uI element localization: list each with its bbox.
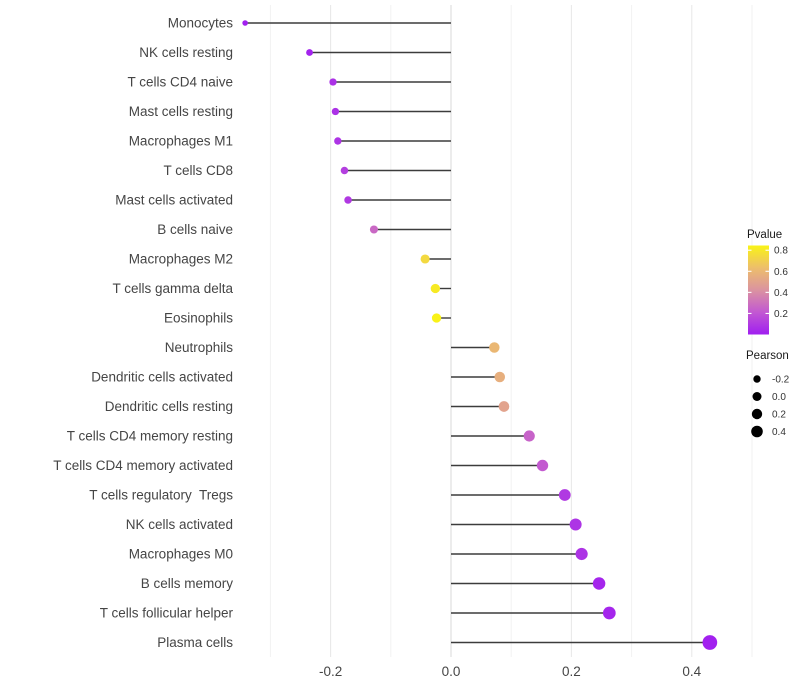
y-axis-label: Dendritic cells resting — [105, 399, 233, 414]
y-axis-label: T cells gamma delta — [112, 281, 233, 296]
size-legend-dot — [751, 408, 763, 420]
pearson-legend-title: Pearson — [746, 350, 789, 362]
lollipop-dot — [489, 342, 500, 353]
y-axis-label: Monocytes — [168, 16, 234, 31]
y-axis-label: Macrophages M1 — [129, 134, 233, 149]
lollipop-dot — [430, 283, 440, 294]
colorbar-tick-label: 0.8 — [774, 246, 788, 257]
y-axis-label: T cells regulatory Tregs — [89, 488, 233, 503]
size-legend-label: -0.2 — [772, 375, 790, 386]
size-legend-label: 0.0 — [772, 392, 786, 403]
x-axis-label: 0.4 — [682, 664, 701, 679]
x-axis-label: 0.2 — [562, 664, 581, 679]
size-legend-dot — [752, 392, 762, 401]
lollipop-dot — [340, 166, 349, 175]
y-axis-label: NK cells activated — [126, 517, 233, 532]
lollipop-dot — [242, 20, 248, 26]
size-legend-label: 0.4 — [772, 427, 786, 438]
y-axis-label: NK cells resting — [139, 45, 233, 60]
y-axis-label: Mast cells resting — [129, 104, 233, 119]
y-axis-label: Neutrophils — [165, 340, 234, 355]
lollipop-dot — [369, 225, 378, 234]
lollipop-dot — [602, 606, 616, 620]
size-legend-dot — [751, 425, 763, 438]
y-axis-label: Dendritic cells activated — [91, 370, 233, 385]
lollipop-dot — [306, 49, 313, 56]
y-axis-label: T cells CD4 naive — [127, 75, 233, 90]
lollipop-dot — [431, 313, 442, 323]
lollipop-dot — [334, 137, 342, 145]
y-axis-label: B cells memory — [141, 576, 234, 591]
lollipop-dot — [494, 371, 506, 383]
colorbar-tick-label: 0.4 — [774, 288, 788, 299]
x-axis-label: -0.2 — [319, 664, 342, 679]
lollipop-dot — [592, 577, 606, 590]
lollipop-dot — [575, 547, 588, 561]
colorbar-tick-label: 0.6 — [774, 267, 788, 278]
lollipop-dot — [523, 430, 535, 442]
colorbar-tick-label: 0.2 — [774, 309, 788, 320]
y-axis-label: Plasma cells — [157, 635, 233, 650]
y-axis-label: T cells follicular helper — [100, 606, 234, 621]
y-axis-label: Mast cells activated — [115, 193, 233, 208]
lollipop-dot — [536, 459, 549, 472]
lollipop-dot — [420, 254, 430, 264]
size-legend-dot — [753, 375, 761, 383]
lollipop-dot — [498, 401, 510, 412]
lollipop-dot — [702, 635, 718, 650]
pvalue-legend-title: Pvalue — [747, 229, 783, 241]
size-legend-label: 0.2 — [772, 410, 786, 421]
lollipop-dot — [558, 489, 571, 501]
x-axis-label: 0.0 — [442, 664, 461, 679]
y-axis-label: Macrophages M0 — [129, 547, 233, 562]
lollipop-dot — [329, 78, 337, 86]
lollipop-dot — [569, 518, 582, 531]
y-axis-label: Macrophages M2 — [129, 252, 233, 267]
y-axis-label: T cells CD8 — [163, 163, 233, 178]
lollipop-dot — [344, 196, 352, 204]
y-axis-label: T cells CD4 memory resting — [67, 429, 233, 444]
y-axis-label: T cells CD4 memory activated — [53, 458, 233, 473]
lollipop-dot — [331, 107, 340, 116]
y-axis-label: B cells naive — [157, 222, 233, 237]
pvalue-colorbar — [748, 245, 769, 335]
y-axis-label: Eosinophils — [164, 311, 233, 326]
